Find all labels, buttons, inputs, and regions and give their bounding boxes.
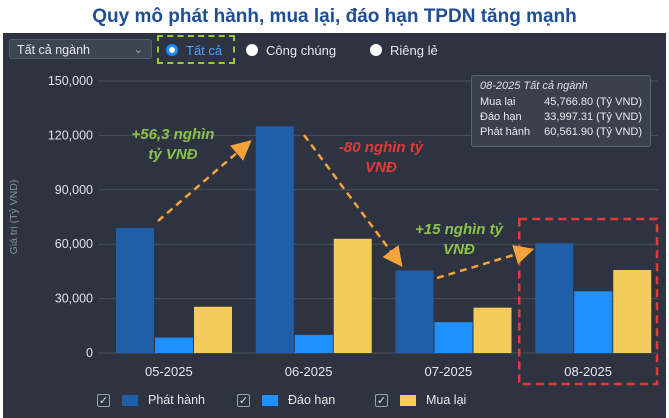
tooltip-title: 08-2025 Tất cả ngành [480, 80, 588, 92]
tooltip-value: 45,766.80 (Tỷ VND) [544, 96, 642, 108]
bar-mua-lai [194, 306, 232, 353]
tooltip-value: 60,561.90 (Tỷ VND) [544, 126, 642, 138]
y-tick-label: 120,000 [48, 128, 93, 142]
annotation-text: -80 nghìn tỷ [339, 139, 424, 156]
legend-swatch [262, 394, 278, 406]
bar-mua-lai [333, 238, 372, 353]
x-tick-label: 05-2025 [145, 364, 193, 379]
radio-rieng-le[interactable]: Riêng lẻ [370, 39, 438, 61]
trend-arrow [436, 245, 535, 280]
annotation-text: +15 nghìn tỷ [415, 221, 504, 238]
industry-select[interactable]: Tất cả ngành ⌄ [9, 39, 152, 59]
y-tick-label: 60,000 [55, 237, 93, 251]
y-tick-label: 90,000 [55, 183, 93, 197]
radio-selected-icon [166, 44, 178, 56]
bar-phat-hanh [395, 270, 434, 353]
radio-unselected-icon [246, 44, 258, 56]
annotation-text: VNĐ [443, 241, 475, 258]
bar-mua-lai [473, 307, 512, 353]
tooltip-value: 33,997.31 (Tỷ VND) [544, 111, 642, 123]
radio-unselected-icon [370, 44, 382, 56]
bar-dao-han [574, 291, 613, 353]
x-tick-label: 08-2025 [564, 364, 612, 379]
chart-tooltip: 08-2025 Tất cả ngành Mua lại 45,766.80 (… [471, 75, 651, 147]
bar-dao-han [434, 322, 473, 353]
legend-mua-lai[interactable]: ✓ Mua lại [375, 391, 466, 409]
tooltip-label: Phát hành [480, 126, 531, 138]
y-tick-label: 30,000 [55, 292, 93, 306]
tooltip-row: Phát hành 60,561.90 (Tỷ VND) [480, 125, 642, 140]
highlight-box-08-2025 [518, 217, 659, 386]
trend-arrow [157, 140, 252, 222]
bar-dao-han [155, 337, 193, 353]
bar-mua-lai [613, 270, 652, 353]
bar-phat-hanh [116, 227, 154, 353]
checkbox-checked-icon: ✓ [97, 393, 110, 407]
radio-highlight-box [157, 35, 235, 64]
chart-panel: 0 30,000 60,000 90,000 120,000 150,000 Giá trị… [3, 33, 666, 418]
legend-label: Phát hành [148, 393, 205, 407]
annotation-text: tỷ VNĐ [148, 146, 197, 163]
radio-label: Công chúng [266, 42, 337, 58]
annotation-text: VNĐ [365, 159, 397, 176]
radio-tat-ca[interactable]: Tất cả [166, 39, 222, 61]
legend-dao-han[interactable]: ✓ Đáo hạn [237, 391, 335, 409]
radio-label: Tất cả [186, 42, 223, 58]
page-title: Quy mô phát hành, mua lại, đáo hạn TPDN … [92, 6, 577, 27]
checkbox-checked-icon: ✓ [375, 393, 388, 407]
radio-label: Riêng lẻ [390, 42, 438, 58]
tooltip-row: Đáo hạn 33,997.31 (Tỷ VND) [480, 110, 642, 125]
checkbox-checked-icon: ✓ [237, 393, 250, 407]
legend-swatch [400, 394, 416, 406]
bar-dao-han [294, 334, 333, 353]
chevron-down-icon: ⌄ [133, 44, 143, 56]
legend-label: Mua lại [426, 393, 467, 407]
legend-phat-hanh[interactable]: ✓ Phát hành [97, 391, 205, 409]
y-tick-label: 0 [86, 346, 93, 360]
legend-swatch [122, 394, 138, 406]
x-tick-label: 06-2025 [285, 364, 333, 379]
bar-phat-hanh [255, 126, 294, 353]
chart-svg: 0 30,000 60,000 90,000 120,000 150,000 Giá trị… [8, 74, 659, 386]
y-axis-label: Giá trị (Tỷ VND) [8, 180, 20, 255]
tooltip-row: Mua lại 45,766.80 (Tỷ VND) [480, 95, 642, 110]
tooltip-label: Đáo hạn [480, 111, 522, 123]
industry-select-value: Tất cả ngành [17, 43, 90, 57]
bar-phat-hanh [535, 243, 574, 353]
y-tick-label: 150,000 [48, 74, 93, 88]
trend-arrow [302, 134, 403, 268]
tooltip-label: Mua lại [480, 96, 516, 108]
radio-cong-chung[interactable]: Công chúng [246, 39, 336, 61]
legend-label: Đáo hạn [288, 393, 336, 407]
x-tick-label: 07-2025 [425, 364, 473, 379]
annotation-text: +56,3 nghìn [132, 126, 215, 143]
